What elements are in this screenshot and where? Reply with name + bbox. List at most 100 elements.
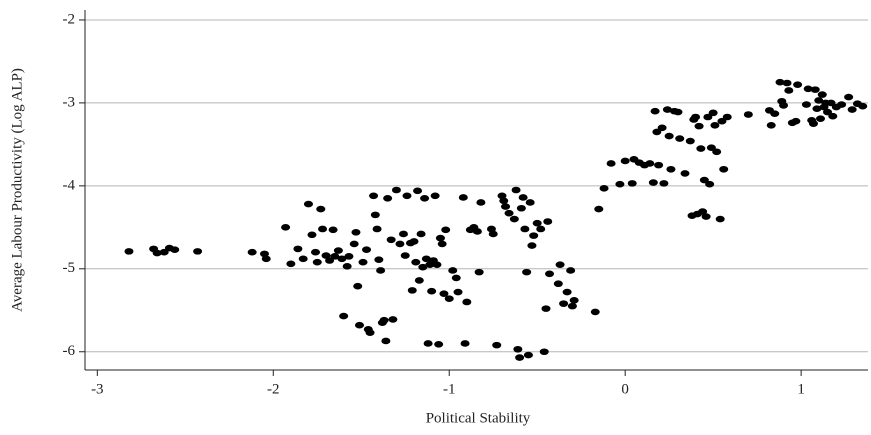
point xyxy=(448,267,458,274)
point xyxy=(814,97,824,104)
point xyxy=(511,186,521,194)
point xyxy=(648,179,658,186)
point xyxy=(719,165,729,173)
point xyxy=(662,106,672,113)
point xyxy=(509,215,519,223)
y-tick-label: -5 xyxy=(63,260,76,276)
point xyxy=(615,180,625,188)
point xyxy=(536,225,546,233)
point xyxy=(316,205,326,213)
point xyxy=(543,218,553,225)
x-tick-label: -1 xyxy=(443,381,456,397)
point xyxy=(541,305,551,312)
point xyxy=(782,79,792,87)
point xyxy=(516,204,526,212)
point xyxy=(321,252,331,259)
point xyxy=(801,101,811,108)
point xyxy=(706,144,716,151)
point xyxy=(712,148,722,156)
point xyxy=(379,316,389,324)
point xyxy=(566,267,576,274)
point xyxy=(685,137,695,145)
point xyxy=(474,268,484,276)
point xyxy=(569,297,579,304)
point xyxy=(409,238,419,245)
point xyxy=(545,270,555,278)
point xyxy=(703,113,713,121)
point xyxy=(395,240,405,248)
point xyxy=(555,261,565,268)
point xyxy=(657,124,667,132)
point xyxy=(460,340,470,347)
point xyxy=(525,199,535,206)
point xyxy=(420,194,430,202)
point xyxy=(286,260,296,268)
point xyxy=(441,226,451,234)
point xyxy=(701,213,711,220)
point xyxy=(770,110,780,117)
point xyxy=(539,348,549,356)
point xyxy=(388,316,398,323)
point xyxy=(398,230,408,238)
point xyxy=(344,253,354,260)
point xyxy=(803,85,813,93)
point xyxy=(411,258,421,266)
point xyxy=(715,215,725,223)
point xyxy=(650,107,660,115)
x-tick-label: 1 xyxy=(797,381,805,397)
point xyxy=(664,132,674,140)
point xyxy=(680,170,690,177)
point xyxy=(351,229,361,236)
point xyxy=(594,205,604,213)
point xyxy=(407,287,417,294)
point xyxy=(391,186,401,194)
point xyxy=(298,255,308,263)
point xyxy=(281,224,291,231)
point xyxy=(698,208,708,215)
point xyxy=(652,128,662,136)
point xyxy=(791,117,801,125)
point xyxy=(691,113,701,121)
y-tick-label: -4 xyxy=(63,177,76,193)
point xyxy=(518,194,528,201)
point xyxy=(828,112,838,120)
point xyxy=(418,263,428,271)
point xyxy=(522,268,532,276)
x-tick-label: -2 xyxy=(267,381,280,397)
point xyxy=(810,86,820,93)
point xyxy=(358,258,368,266)
point xyxy=(513,345,523,353)
point xyxy=(337,255,347,263)
point xyxy=(497,192,507,200)
point xyxy=(376,267,386,274)
point xyxy=(451,274,461,282)
point xyxy=(372,225,382,233)
point xyxy=(472,228,482,235)
point xyxy=(325,257,335,264)
point xyxy=(386,236,396,244)
x-tick-label: -3 xyxy=(91,381,104,397)
point xyxy=(743,111,753,118)
point xyxy=(318,225,328,233)
point xyxy=(504,209,514,217)
point xyxy=(414,277,424,284)
point xyxy=(462,298,472,306)
point xyxy=(381,337,391,345)
point xyxy=(705,180,715,188)
point xyxy=(427,287,437,295)
point xyxy=(374,256,384,263)
point xyxy=(439,290,449,297)
y-axis-label: Average Labour Productivity (Log ALP) xyxy=(9,68,25,312)
point xyxy=(486,225,496,233)
point xyxy=(303,200,313,208)
point xyxy=(261,255,271,263)
point xyxy=(402,192,412,200)
point xyxy=(193,248,203,255)
point xyxy=(599,185,609,192)
point xyxy=(453,288,463,296)
point xyxy=(421,255,431,263)
x-axis-label: Political Stability xyxy=(426,410,531,426)
point xyxy=(590,308,600,316)
